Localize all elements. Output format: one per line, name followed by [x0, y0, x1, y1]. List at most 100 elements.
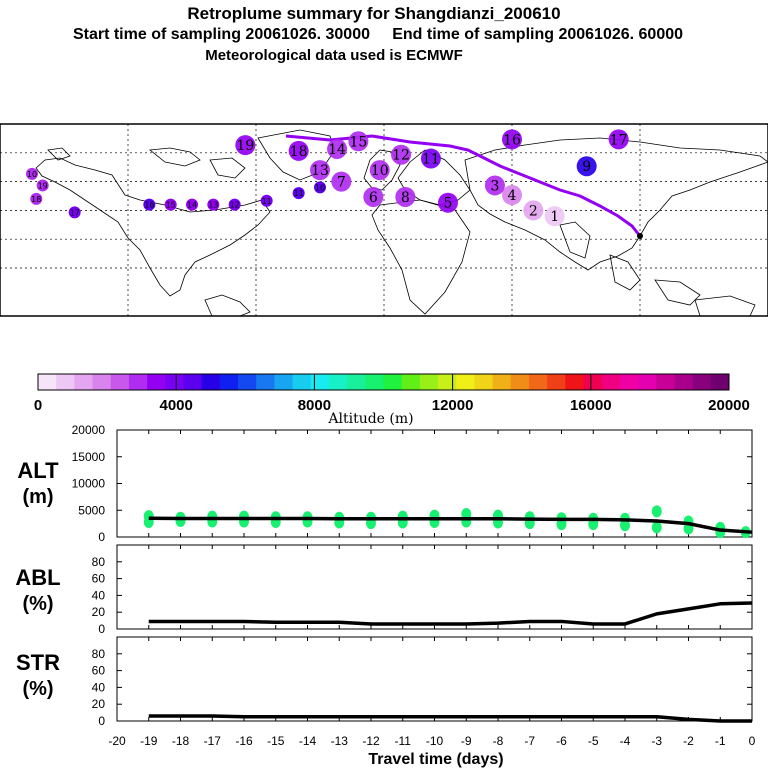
plume-dot — [68, 206, 81, 219]
alt-scatter-point — [651, 521, 662, 534]
plume-trajectory — [285, 134, 642, 237]
alt-unit: (m) — [22, 486, 53, 508]
str-y-tick-label: 80 — [92, 647, 106, 661]
x-tick-label: -9 — [461, 734, 472, 748]
colorbar-swatch — [583, 374, 603, 390]
x-tick-label: -19 — [140, 734, 158, 748]
alt-y-tick-label: 20000 — [72, 423, 106, 437]
abl-unit: (%) — [22, 593, 53, 615]
colorbar-swatch — [128, 374, 148, 390]
colorbar-swatch — [456, 374, 475, 390]
plume-cluster — [438, 192, 458, 213]
alt-y-tick-label: 5000 — [78, 503, 105, 517]
plume-cluster-label: 1 — [550, 209, 559, 225]
plume-dot-label: 17 — [70, 208, 80, 217]
chart-title: Retroplume summary for Shangdianzi_20061… — [187, 4, 561, 23]
plume-cluster-label: 15 — [349, 134, 367, 150]
plume-dot-label: 13 — [208, 201, 218, 210]
colorbar-swatch — [638, 374, 657, 390]
colorbar-swatch — [347, 374, 366, 390]
colorbar-tick-label: 4000 — [160, 397, 193, 414]
colorbar-swatch — [492, 374, 512, 390]
str-series-line — [148, 714, 752, 723]
alt-scatter-point — [207, 510, 218, 523]
plume-cluster-label: 19 — [236, 138, 254, 154]
x-tick-label: -18 — [172, 734, 190, 748]
plume-cluster — [576, 156, 597, 177]
abl-series-line — [148, 601, 753, 626]
abl-y-tick-label: 60 — [92, 572, 106, 586]
x-tick-label: -10 — [426, 734, 444, 748]
coastlines — [35, 129, 768, 317]
x-tick-label: -4 — [620, 734, 631, 748]
plume-dot — [207, 198, 220, 211]
altitude-colorbar: 0 4000 8000 12000 16000 20000 — [34, 373, 750, 414]
plume-cluster — [348, 131, 369, 152]
colorbar-swatch — [274, 374, 294, 390]
colorbar-swatch — [474, 374, 494, 390]
abl-y-tick-label: 40 — [92, 588, 106, 602]
colorbar-tick-label: 12000 — [432, 397, 474, 414]
plume-cluster-label: 12 — [392, 148, 410, 164]
str-y-tick-label: 40 — [92, 680, 106, 694]
met-data-note: Meteorological data used is ECMWF — [205, 47, 463, 64]
colorbar-tick-label: 0 — [34, 397, 42, 414]
plume-dot-label: 19 — [38, 181, 48, 190]
colorbar-swatch — [310, 374, 330, 390]
plume-cluster-label: 17 — [610, 132, 628, 148]
colorbar-swatch — [219, 374, 239, 390]
colorbar-swatch — [38, 374, 57, 390]
alt-scatter-point — [524, 511, 535, 524]
colorbar-label: Altitude (m) — [327, 411, 413, 427]
colorbar-swatch — [547, 374, 566, 390]
x-tick-label: -7 — [524, 734, 535, 748]
colorbar-swatch — [201, 374, 221, 390]
alt-scatter-point — [397, 510, 408, 523]
plume-cluster-label: 10 — [371, 163, 389, 179]
plume-cluster-label: 14 — [328, 142, 346, 158]
plume-cluster — [235, 135, 256, 156]
alt-y-tick-label: 15000 — [72, 450, 106, 464]
plume-cluster-label: 2 — [529, 203, 538, 219]
plume-cluster — [310, 160, 330, 181]
abl-frame — [116, 544, 753, 630]
alt-label: ALT — [17, 458, 59, 483]
colorbar-swatch — [565, 374, 585, 390]
str-y-tick-label: 60 — [92, 664, 106, 678]
plume-dot — [314, 181, 326, 194]
plume-dot-label: 12 — [230, 201, 240, 210]
plume-cluster-label: 9 — [582, 159, 591, 175]
alt-y-tick-label: 10000 — [72, 477, 106, 491]
plume-cluster-label: 7 — [337, 175, 346, 191]
x-tick-label: -5 — [588, 734, 599, 748]
x-tick-label: -1 — [715, 734, 726, 748]
plume-cluster — [331, 171, 352, 192]
colorbar-tick-label: 16000 — [570, 397, 612, 414]
x-tick-label: -16 — [235, 734, 253, 748]
colorbar-swatch — [92, 374, 112, 390]
colorbar-swatch — [401, 374, 421, 390]
plume-dot — [292, 187, 305, 200]
plume-cluster-label: 8 — [401, 190, 410, 206]
plume-dot-label: 11 — [294, 189, 304, 198]
sampling-times: Start time of sampling 20061026. 30000 E… — [72, 26, 684, 43]
plume-cluster — [608, 129, 629, 150]
colorbar-swatch — [601, 374, 621, 390]
x-tick-label: -6 — [556, 734, 567, 748]
plume-cluster — [288, 140, 309, 161]
plume-cluster — [420, 148, 441, 169]
plume-cluster — [502, 185, 522, 206]
x-tick-label: -12 — [362, 734, 380, 748]
colorbar-swatch — [183, 374, 203, 390]
station-marker — [637, 233, 643, 239]
plume-cluster — [369, 160, 390, 181]
x-tick-label: -3 — [651, 734, 662, 748]
x-tick-label: 0 — [749, 734, 756, 748]
x-axis: -20 -19 -18 -17 -16 -15 -14 -13 -12 -11 -10 -9 -8 -7-… — [108, 734, 755, 748]
colorbar-swatch — [165, 374, 184, 390]
plume-cluster-label: 11 — [422, 152, 440, 168]
str-y-tick-label: 0 — [98, 714, 105, 728]
plume-dot — [143, 198, 156, 211]
str-y-tick-label: 20 — [92, 697, 106, 711]
